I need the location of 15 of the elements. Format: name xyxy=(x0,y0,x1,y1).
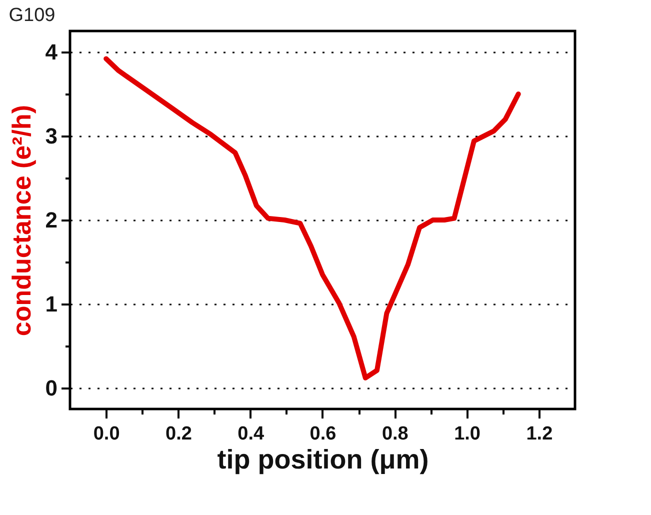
x-tick-label: 0.0 xyxy=(93,424,120,444)
y-tick-label: 4 xyxy=(45,40,58,64)
x-tick-label: 1.0 xyxy=(454,424,480,444)
x-tick-label: 0.8 xyxy=(382,424,408,444)
y-tick-label: 2 xyxy=(45,208,58,232)
chart-title: G109 xyxy=(8,5,56,26)
y-axis-title: conductance (e²/h) xyxy=(6,104,36,336)
y-tick-label: 0 xyxy=(45,376,58,400)
x-tick-label: 0.2 xyxy=(166,424,192,444)
x-tick-label: 1.2 xyxy=(526,424,553,444)
x-axis-title: tip position (μm) xyxy=(217,444,429,474)
y-tick-label: 3 xyxy=(45,124,58,148)
x-tick-label: 0.4 xyxy=(238,424,264,444)
x-tick-label: 0.6 xyxy=(310,424,336,444)
y-tick-label: 1 xyxy=(45,292,58,316)
